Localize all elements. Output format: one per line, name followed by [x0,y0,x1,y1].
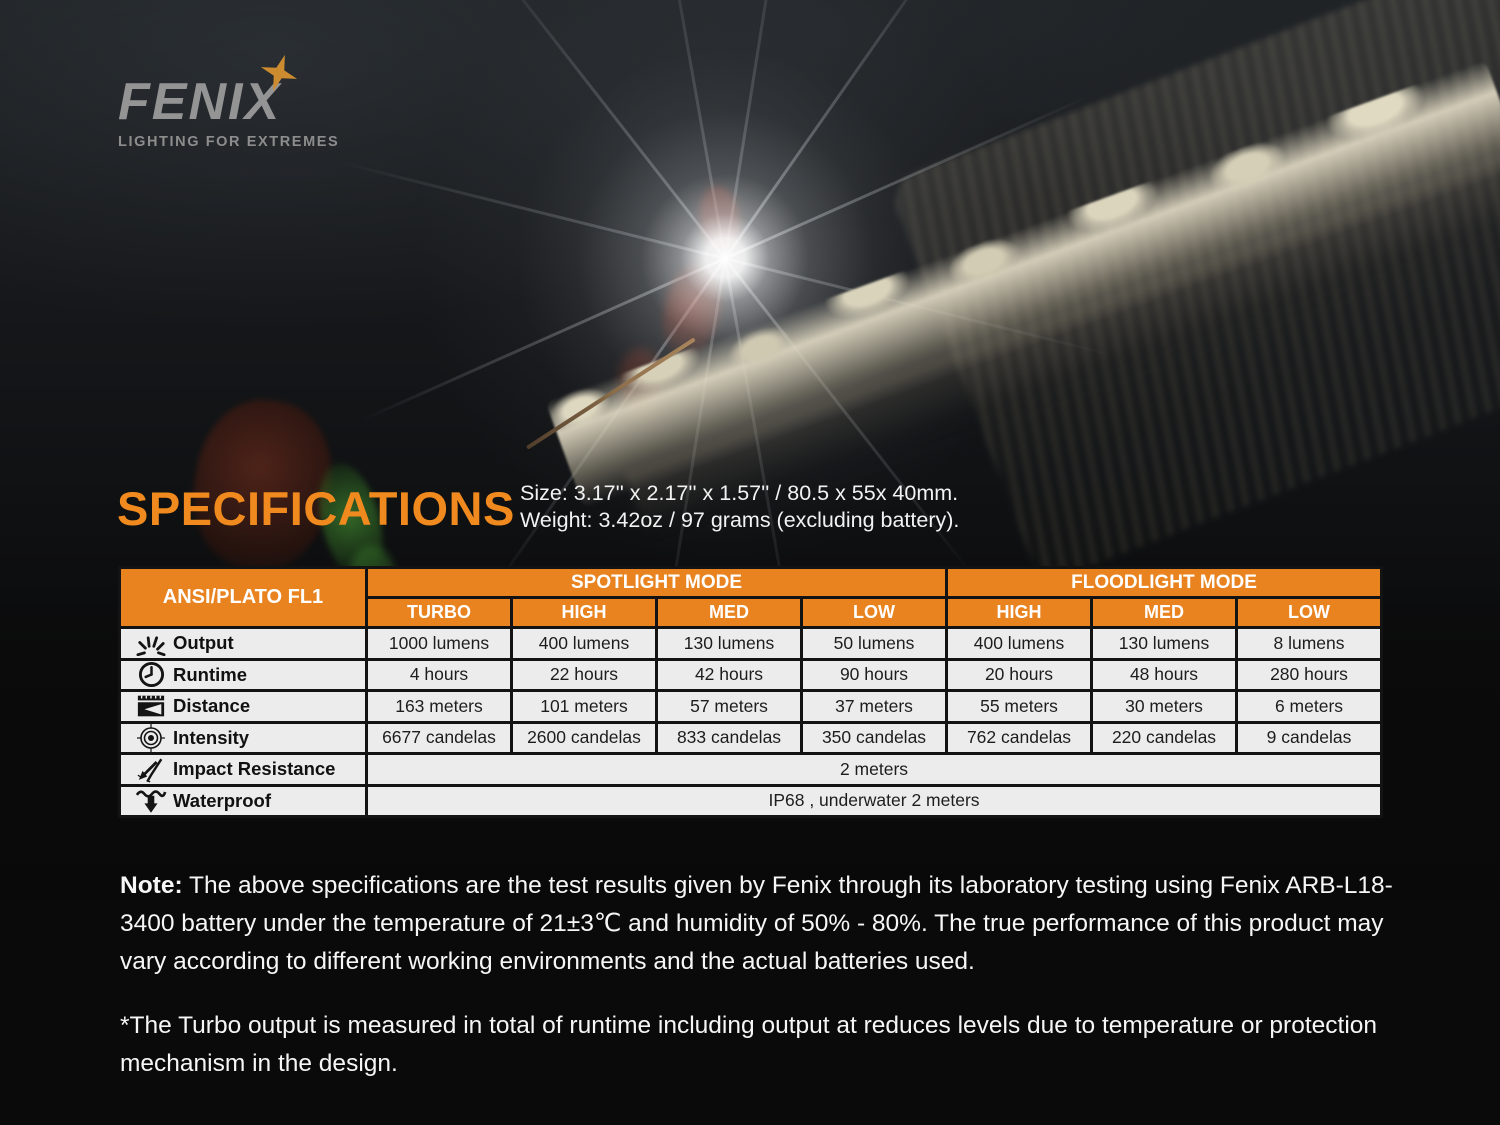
col-header-turbo: TURBO [365,596,513,629]
waterproof-icon [129,787,173,814]
output-icon [129,630,173,657]
notes-section: Note: The above specifications are the t… [120,867,1416,1083]
value-cell: 2600 candelas [510,720,658,755]
value-cell: 30 meters [1090,689,1238,724]
value-cell: 833 candelas [655,720,803,755]
value-cell: 762 candelas [945,720,1093,755]
impact-resistance-value: 2 meters [365,752,1383,787]
value-cell: 220 candelas [1090,720,1238,755]
col-header-high: HIGH [945,596,1093,629]
fenix-logo: FENIX LIGHTING FOR EXTREMES [118,76,339,150]
value-cell: 400 lumens [945,626,1093,661]
intensity-icon [129,723,173,752]
size-line: Size: 3.17'' x 2.17'' x 1.57'' / 80.5 x … [520,481,959,505]
table-header-row: ANSI/PLATO FL1 SPOTLIGHT MODE FLOODLIGHT… [118,566,1383,629]
value-cell: 163 meters [365,689,513,724]
value-cell: 20 hours [945,657,1093,692]
col-header-low: LOW [800,596,948,629]
value-cell: 101 meters [510,689,658,724]
table-row-waterproof: Waterproof IP68 , underwater 2 meters [118,783,1383,818]
table-row-output: Output 1000 lumens 400 lumens 130 lumens… [118,626,1383,661]
table-row-distance: Distance 163 meters 101 meters 57 meters… [118,689,1383,724]
runtime-icon [129,661,173,688]
row-label: Output [173,632,234,654]
row-label: Runtime [173,663,247,685]
value-cell: 4 hours [365,657,513,692]
fenix-logo-text: FENIX [118,73,282,131]
row-label: Impact Resistance [173,758,336,780]
distance-icon [129,694,173,718]
lab-note: Note: The above specifications are the t… [120,867,1416,982]
impact-resistance-icon [129,756,173,783]
value-cell: 48 hours [1090,657,1238,692]
turbo-note: *The Turbo output is measured in total o… [120,1011,1378,1077]
value-cell: 57 meters [655,689,803,724]
value-cell: 22 hours [510,657,658,692]
corner-header: ANSI/PLATO FL1 [118,566,368,629]
row-label: Waterproof [173,789,271,811]
note-prefix: Note: [120,872,183,899]
fenix-tagline: LIGHTING FOR EXTREMES [118,134,340,150]
note-body: The above specifications are the test re… [120,872,1393,976]
value-cell: 1000 lumens [365,626,513,661]
value-cell: 400 lumens [510,626,658,661]
value-cell: 8 lumens [1235,626,1383,661]
row-label: Distance [173,695,251,717]
value-cell: 6 meters [1235,689,1383,724]
value-cell: 42 hours [655,657,803,692]
spotlight-mode-header: SPOTLIGHT MODE [365,566,948,599]
floodlight-mode-header: FLOODLIGHT MODE [945,566,1383,599]
dimensions-block: Size: 3.17'' x 2.17'' x 1.57'' / 80.5 x … [520,480,959,533]
page-title: SPECIFICATIONS [117,482,515,535]
weight-line: Weight: 3.42oz / 97 grams (excluding bat… [520,507,960,532]
value-cell: 37 meters [800,689,948,724]
value-cell: 90 hours [800,657,948,692]
row-label: Intensity [173,726,250,748]
col-header-med: MED [655,596,803,629]
waterproof-value: IP68 , underwater 2 meters [365,783,1383,818]
value-cell: 350 candelas [800,720,948,755]
col-header-low: LOW [1235,596,1383,629]
value-cell: 50 lumens [800,626,948,661]
table-row-intensity: Intensity 6677 candelas 2600 candelas 83… [118,720,1383,755]
value-cell: 6677 candelas [365,720,513,755]
value-cell: 130 lumens [1090,626,1238,661]
table-row-runtime: Runtime 4 hours 22 hours 42 hours 90 hou… [118,657,1383,692]
col-header-high: HIGH [510,596,658,629]
col-header-med: MED [1090,596,1238,629]
value-cell: 130 lumens [655,626,803,661]
table-row-impact: Impact Resistance 2 meters [118,752,1383,787]
spec-table: ANSI/PLATO FL1 SPOTLIGHT MODE FLOODLIGHT… [118,566,1383,818]
value-cell: 9 candelas [1235,720,1383,755]
value-cell: 280 hours [1235,657,1383,692]
table-subheader-row: TURBO HIGH MED LOW HIGH MED LOW [120,596,1383,629]
value-cell: 55 meters [945,689,1093,724]
